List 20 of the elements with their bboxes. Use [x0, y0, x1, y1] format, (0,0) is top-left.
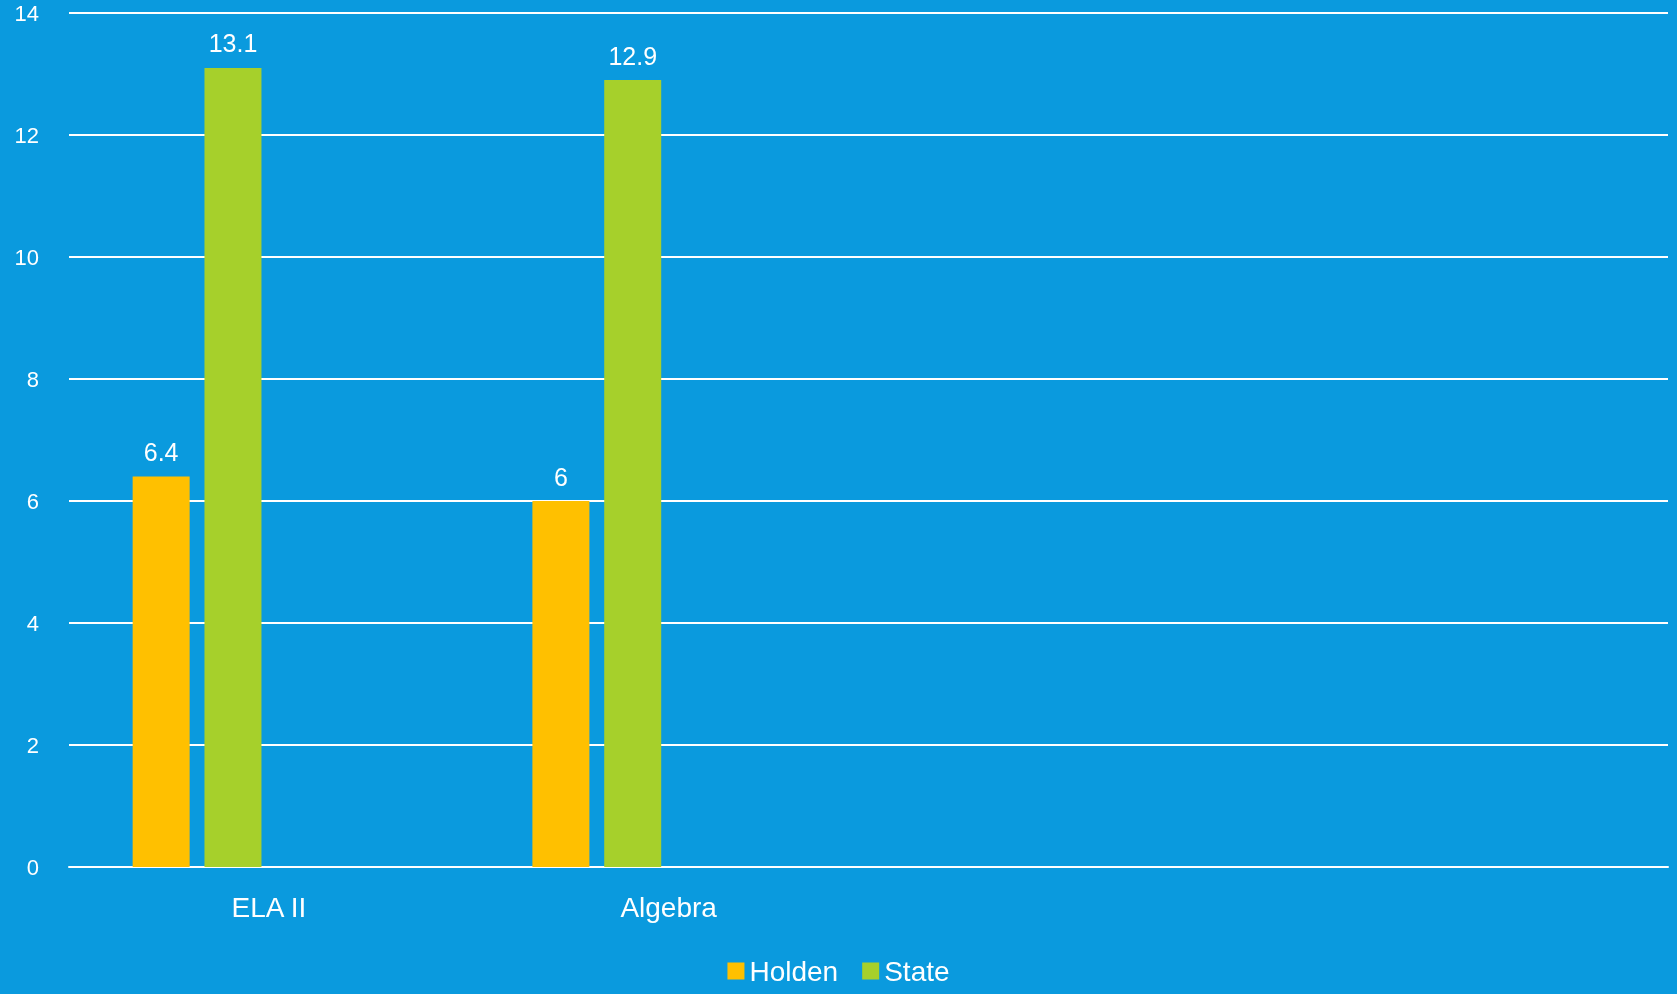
- data-label: 6: [553, 462, 568, 491]
- y-tick-label: 6: [26, 488, 39, 514]
- y-tick-label: 12: [14, 122, 39, 148]
- bar: [604, 80, 662, 867]
- x-tick-label: ELA II: [231, 891, 307, 923]
- data-label: 6.4: [143, 438, 179, 467]
- bar: [204, 67, 262, 867]
- y-tick-label: 10: [14, 244, 39, 270]
- y-tick-label: 0: [26, 854, 39, 880]
- bar: [532, 501, 590, 867]
- legend-label: Holden: [749, 955, 839, 987]
- y-tick-label: 4: [26, 610, 39, 636]
- x-tick-label: Algebra: [620, 891, 718, 923]
- bar: [132, 476, 190, 867]
- y-tick-label: 2: [26, 732, 39, 758]
- legend-label: State: [884, 955, 950, 987]
- data-label: 12.9: [608, 41, 658, 70]
- y-tick-label: 8: [26, 366, 39, 392]
- y-tick-label: 14: [14, 0, 39, 26]
- data-label: 13.1: [208, 29, 258, 58]
